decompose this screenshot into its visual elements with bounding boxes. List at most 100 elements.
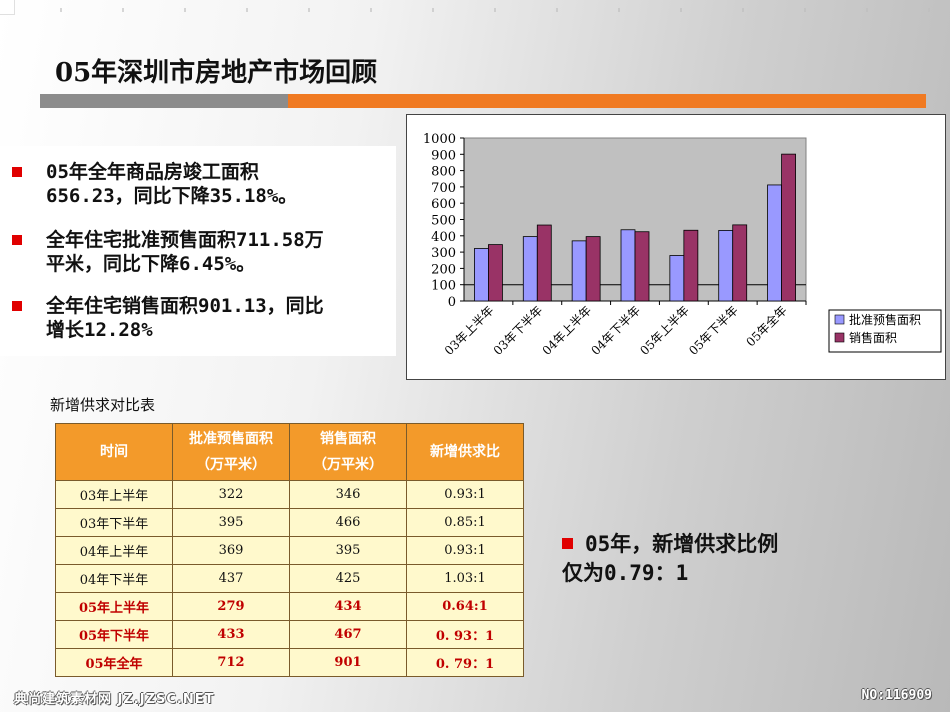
table-cell: 369 [172, 536, 290, 565]
footer-watermark: 典尚建筑素材网 JZ.JZSC.NET [14, 692, 215, 707]
title-underline-gray [40, 94, 288, 108]
bar-sales [536, 224, 552, 302]
bar-presale [474, 248, 489, 302]
x-tick-label: 04年上半年 [540, 303, 595, 358]
header-unit: （万平米） [313, 457, 383, 473]
table-row: 04年下半年 437 425 1.03:1 [55, 564, 524, 593]
y-tick-label: 200 [431, 262, 456, 277]
note-line-1: 05年，新增供求比例 [585, 532, 779, 556]
table-cell: 433 [172, 620, 290, 649]
y-tick-label: 0 [448, 295, 456, 310]
header-sales-area: 销售面积 （万平米） [289, 423, 407, 481]
table-cell: 05年下半年 [55, 620, 173, 649]
x-tick-label: 05年全年 [743, 303, 790, 350]
legend-label: 销售面积 [849, 330, 897, 345]
bar-chart-svg: 1000900800700600500400300200100003年上半年03… [423, 132, 942, 358]
note-line-2: 仅为0.79：1 [562, 561, 689, 585]
bar-sales [683, 229, 699, 302]
bar-sales [634, 231, 650, 302]
y-tick-label: 400 [431, 230, 456, 245]
table-cell: 0.93:1 [406, 480, 524, 509]
table-cell: 0. 93：1 [406, 620, 524, 649]
header-time: 时间 [55, 423, 173, 481]
x-tick-label: 05年下半年 [686, 303, 741, 358]
table-cell: 395 [289, 536, 407, 565]
table-cell: 03年上半年 [55, 480, 173, 509]
table-cell: 434 [289, 592, 407, 621]
conclusion-note: 05年，新增供求比例 仅为0.79：1 [562, 530, 778, 588]
legend-box [828, 309, 942, 353]
legend-swatch [834, 314, 845, 325]
bullet-panel: 05年全年商品房竣工面积 656.23，同比下降35.18%。 全年住宅批准预售… [0, 146, 396, 356]
header-ratio: 新增供求比 [406, 423, 524, 481]
table-cell: 395 [172, 508, 290, 537]
table-caption: 新增供求对比表 [50, 396, 156, 414]
bullet-text: 全年住宅销售面积901.13，同比 增长12.28% [46, 295, 324, 341]
y-tick-label: 500 [431, 214, 456, 229]
bar-sales [488, 244, 503, 302]
header-label: 销售面积 [320, 431, 376, 447]
table-cell: 0.64:1 [406, 592, 524, 621]
title-underline-orange [288, 94, 926, 108]
table-cell: 425 [289, 564, 407, 593]
table-row: 05年下半年 433 467 0. 93：1 [55, 620, 524, 649]
table-cell: 05年全年 [55, 648, 173, 677]
bar-presale [620, 229, 636, 302]
table-row: 03年下半年 395 466 0.85:1 [55, 508, 524, 537]
table-cell: 322 [172, 480, 290, 509]
bar-sales [732, 224, 748, 302]
header-unit: （万平米） [196, 457, 266, 473]
bullet-square-icon [12, 167, 22, 177]
header-presale-area: 批准预售面积 （万平米） [172, 423, 290, 481]
x-tick-label: 04年下半年 [588, 303, 643, 358]
y-tick-label: 600 [431, 197, 456, 212]
bullet-square-icon [562, 538, 573, 549]
corner-mark [0, 0, 15, 15]
bar-presale [718, 230, 734, 302]
table-cell: 467 [289, 620, 407, 649]
table-row: 03年上半年 322 346 0.93:1 [55, 480, 524, 509]
footer-number: NO:116909 [861, 688, 932, 703]
y-tick-label: 900 [431, 148, 456, 163]
table-cell: 05年上半年 [55, 592, 173, 621]
bar-presale [767, 184, 782, 302]
header-label: 批准预售面积 [189, 431, 273, 447]
x-tick-label: 05年上半年 [637, 303, 692, 358]
table-cell: 466 [289, 508, 407, 537]
table-row: 05年上半年 279 434 0.64:1 [55, 592, 524, 621]
y-tick-label: 300 [431, 246, 456, 261]
table-cell: 712 [172, 648, 290, 677]
bullet-text: 05年全年商品房竣工面积 656.23，同比下降35.18%。 [46, 161, 298, 207]
table-cell: 0.85:1 [406, 508, 524, 537]
table-row: 05年全年 712 901 0. 79：1 [55, 648, 524, 677]
bullet-square-icon [12, 301, 22, 311]
table-header-row: 时间 批准预售面积 （万平米） 销售面积 （万平米） 新增供求比 [55, 423, 524, 481]
bar-presale [669, 255, 685, 302]
supply-demand-table: 时间 批准预售面积 （万平米） 销售面积 （万平米） 新增供求比 03年上半年 322… [55, 423, 524, 677]
legend-swatch [834, 332, 845, 343]
y-tick-label: 800 [431, 165, 456, 180]
header-label: 新增供求比 [430, 444, 500, 460]
bullet-text: 全年住宅批准预售面积711.58万 平米，同比下降6.45%。 [46, 229, 324, 275]
table-row: 04年上半年 369 395 0.93:1 [55, 536, 524, 565]
legend-label: 批准预售面积 [849, 312, 921, 327]
bar-sales [585, 236, 601, 302]
table-cell: 901 [289, 648, 407, 677]
x-tick-label: 03年下半年 [491, 303, 546, 358]
table-cell: 04年上半年 [55, 536, 173, 565]
table-cell: 04年下半年 [55, 564, 173, 593]
y-tick-label: 1000 [423, 132, 456, 147]
x-tick-label: 03年上半年 [442, 303, 497, 358]
bar-presale [571, 240, 587, 302]
bar-sales [781, 153, 796, 302]
table-cell: 279 [172, 592, 290, 621]
table-cell: 1.03:1 [406, 564, 524, 593]
header-label: 时间 [100, 444, 128, 460]
bar-presale [522, 236, 538, 302]
top-decoration [60, 8, 940, 12]
bullet-square-icon [12, 235, 22, 245]
table-cell: 0.93:1 [406, 536, 524, 565]
page-title: 05年深圳市房地产市场回顾 [55, 58, 378, 88]
bar-chart: 1000 900 800 700 600 500 400 300 200 100 0 03年上半年 03… [406, 114, 946, 380]
table-cell: 346 [289, 480, 407, 509]
